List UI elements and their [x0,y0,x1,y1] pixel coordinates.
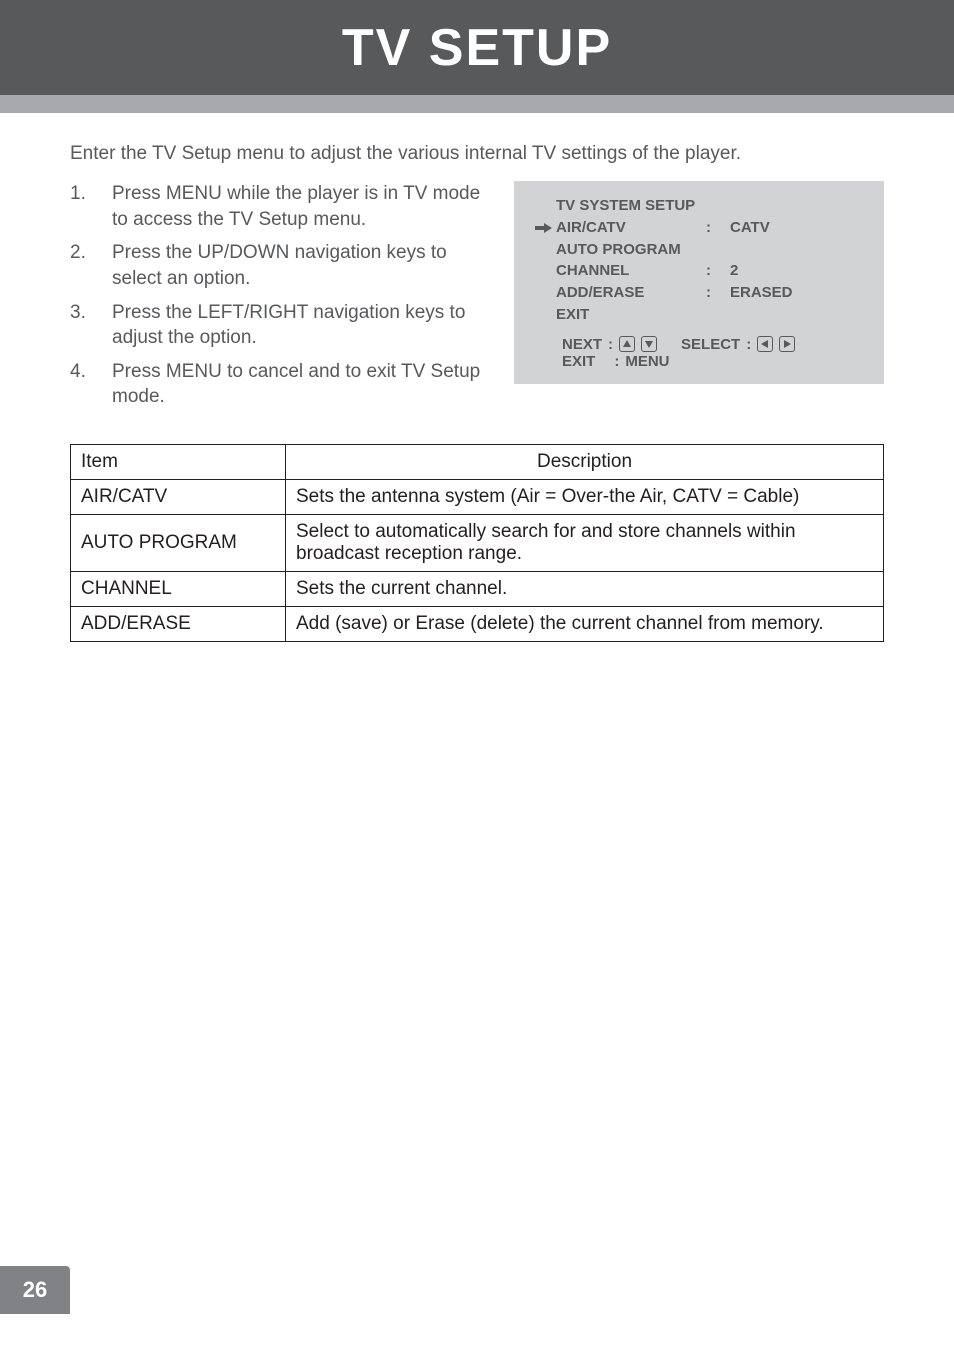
osd-item-label: ADD/ERASE [556,282,706,304]
table-row: ADD/ERASE Add (save) or Erase (delete) t… [71,607,884,642]
osd-item-value: ERASED [730,282,793,304]
step-item: 1. Press MENU while the player is in TV … [70,181,494,232]
osd-select-label: SELECT [681,336,740,353]
table-cell-desc: Sets the antenna system (Air = Over-the … [286,480,884,515]
osd-separator: : [614,353,619,370]
osd-item-label: EXIT [556,304,706,326]
osd-menu-item: ADD/ERASE : ERASED [532,282,866,304]
description-table: Item Description AIR/CATV Sets the anten… [70,444,884,642]
table-row: AIR/CATV Sets the antenna system (Air = … [71,480,884,515]
osd-menu-item: AIR/CATV : CATV [532,217,866,239]
table-cell-item: AUTO PROGRAM [71,515,286,572]
table-cell-desc: Select to automatically search for and s… [286,515,884,572]
arrow-up-icon [619,336,635,352]
steps-list: 1. Press MENU while the player is in TV … [70,181,494,418]
page-title-bar: TV SETUP [0,0,954,95]
step-number: 4. [70,359,94,410]
osd-exit-label: EXIT [562,353,595,370]
osd-title: TV SYSTEM SETUP [556,195,706,217]
osd-separator: : [706,260,730,282]
osd-selected-arrow-icon [532,223,556,233]
osd-separator: : [706,282,730,304]
step-item: 3. Press the LEFT/RIGHT navigation keys … [70,300,494,351]
step-text: Press the LEFT/RIGHT navigation keys to … [112,300,494,351]
osd-menu-item: EXIT [532,304,866,326]
table-row: AUTO PROGRAM Select to automatically sea… [71,515,884,572]
osd-item-label: CHANNEL [556,260,706,282]
arrow-down-icon [641,336,657,352]
osd-item-label: AIR/CATV [556,217,706,239]
arrow-left-icon [757,336,773,352]
page-title: TV SETUP [342,18,612,78]
arrow-right-icon [779,336,795,352]
intro-text: Enter the TV Setup menu to adjust the va… [70,143,884,165]
table-cell-item: AIR/CATV [71,480,286,515]
table-header-desc: Description [286,445,884,480]
page-content: Enter the TV Setup menu to adjust the va… [0,113,954,642]
step-number: 1. [70,181,94,232]
page-number: 26 [23,1277,47,1303]
osd-item-value: CATV [730,217,770,239]
osd-exit-value: MENU [625,353,669,370]
table-header-item: Item [71,445,286,480]
osd-separator: : [706,217,730,239]
table-cell-item: ADD/ERASE [71,607,286,642]
step-item: 2. Press the UP/DOWN navigation keys to … [70,240,494,291]
step-item: 4. Press MENU to cancel and to exit TV S… [70,359,494,410]
osd-title-row: TV SYSTEM SETUP [532,195,866,217]
step-text: Press MENU to cancel and to exit TV Setu… [112,359,494,410]
step-text: Press MENU while the player is in TV mod… [112,181,494,232]
step-number: 2. [70,240,94,291]
osd-item-value: 2 [730,260,738,282]
step-number: 3. [70,300,94,351]
osd-menu-item: AUTO PROGRAM [532,239,866,261]
osd-nav-row: NEXT : SELECT : [532,336,866,353]
osd-separator: : [608,336,613,353]
two-column-layout: 1. Press MENU while the player is in TV … [70,181,884,418]
osd-menu-item: CHANNEL : 2 [532,260,866,282]
page-number-tab: 26 [0,1266,70,1314]
step-text: Press the UP/DOWN navigation keys to sel… [112,240,494,291]
osd-item-label: AUTO PROGRAM [556,239,706,261]
table-cell-desc: Sets the current channel. [286,572,884,607]
table-row: CHANNEL Sets the current channel. [71,572,884,607]
osd-nav-row: EXIT : MENU [532,353,866,370]
osd-next-label: NEXT [562,336,602,353]
table-cell-desc: Add (save) or Erase (delete) the current… [286,607,884,642]
table-cell-item: CHANNEL [71,572,286,607]
table-header-row: Item Description [71,445,884,480]
osd-separator: : [746,336,751,353]
osd-panel: TV SYSTEM SETUP AIR/CATV : CATV AUTO PRO… [514,181,884,384]
page-title-underbar [0,95,954,113]
